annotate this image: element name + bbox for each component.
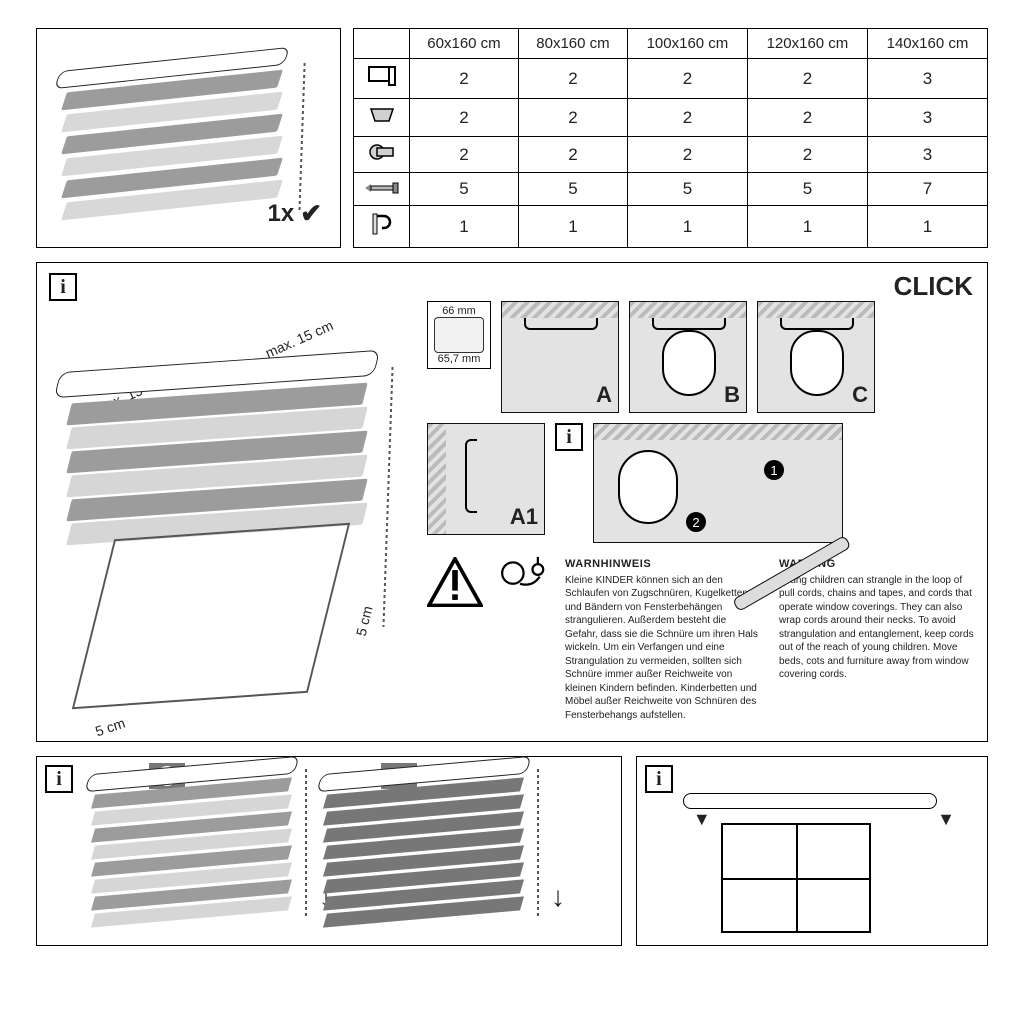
dim-bottom: 5 cm: [93, 715, 127, 740]
arrow-down-icon: ↓: [551, 881, 565, 913]
product-illustration: 1x ✔: [36, 28, 341, 248]
info-icon: i: [49, 273, 77, 301]
child-hazard-icon: [493, 557, 547, 607]
blind-open-mode: ↓: [87, 765, 297, 925]
qty-cell: 2: [410, 137, 519, 173]
qty-cell: 3: [867, 137, 987, 173]
size-col: 60x160 cm: [410, 29, 519, 59]
header-blank: [354, 29, 410, 59]
qty-cell: 5: [410, 173, 519, 206]
qty-cell: 1: [518, 206, 627, 248]
table-row: 22223: [354, 99, 988, 137]
qty-cell: 2: [410, 59, 519, 99]
step-b: B: [629, 301, 747, 413]
step-a1: A1: [427, 423, 545, 535]
size-col: 120x160 cm: [747, 29, 867, 59]
light-modes-box: i ↓ ↓: [36, 756, 622, 946]
qty-cell: 2: [627, 137, 747, 173]
qty-cell: 1: [627, 206, 747, 248]
blind-closed-mode: ↓: [319, 765, 529, 925]
bracket-icon: [354, 59, 410, 99]
qty-cell: 2: [627, 59, 747, 99]
mounting-instructions: i CLICK max. 15 cm max. 15 cm 5 cm: [36, 262, 988, 742]
plug-icon: [354, 137, 410, 173]
qty-cell: 3: [867, 59, 987, 99]
qty-cell: 1: [747, 206, 867, 248]
profile-w: 65,7 mm: [438, 353, 481, 365]
window-open-diagram: ▼ ▼: [645, 765, 979, 937]
table-row: 55557: [354, 173, 988, 206]
screw-icon: [354, 173, 410, 206]
qty-cell: 2: [518, 59, 627, 99]
table-row: 11111: [354, 206, 988, 248]
table-row: 22223: [354, 137, 988, 173]
qty-cell: 1: [410, 206, 519, 248]
mounting-diagram: max. 15 cm max. 15 cm 5 cm 5 cm: [49, 301, 409, 759]
qty-cell: 2: [518, 99, 627, 137]
check-icon: ✔: [300, 198, 322, 229]
blind-icon: [57, 59, 287, 209]
arrow-icon: ▼: [937, 809, 955, 830]
qty-cell: 5: [747, 173, 867, 206]
removal-step: 1 2: [593, 423, 843, 543]
table-row: 22223: [354, 59, 988, 99]
warn-en-body: Young children can strangle in the loop …: [779, 574, 975, 682]
size-col: 100x160 cm: [627, 29, 747, 59]
warning-triangle-icon: [427, 557, 483, 607]
info-icon: i: [555, 423, 583, 451]
table-header-row: 60x160 cm 80x160 cm 100x160 cm 120x160 c…: [354, 29, 988, 59]
cord-hook-icon: [354, 206, 410, 248]
click-title: CLICK: [894, 271, 973, 302]
warning-section: WARNHINWEIS Kleine KINDER können sich an…: [427, 557, 975, 722]
qty-cell: 5: [627, 173, 747, 206]
step-c: C: [757, 301, 875, 413]
clip-icon: [354, 99, 410, 137]
hardware-table: 60x160 cm 80x160 cm 100x160 cm 120x160 c…: [353, 28, 988, 248]
step-num-1: 1: [764, 460, 784, 480]
bottom-row: i ↓ ↓: [36, 756, 988, 946]
window-clearance-box: i ▼ ▼: [636, 756, 988, 946]
warning-en: WARNING Young children can strangle in t…: [779, 557, 975, 722]
warning-de: WARNHINWEIS Kleine KINDER können sich an…: [565, 557, 761, 722]
info-icon: i: [45, 765, 73, 793]
arrow-icon: ▼: [693, 809, 711, 830]
top-row: 1x ✔ 60x160 cm 80x160 cm 100x160 cm 120x…: [36, 28, 988, 248]
profile-h: 66 mm: [442, 305, 476, 317]
size-col: 140x160 cm: [867, 29, 987, 59]
qty-cell: 2: [747, 99, 867, 137]
qty-cell: 2: [747, 137, 867, 173]
qty-cell: 2: [627, 99, 747, 137]
qty-cell: 2: [747, 59, 867, 99]
qty-cell: 7: [867, 173, 987, 206]
step-a: A: [501, 301, 619, 413]
right-column: 66 mm 65,7 mm A B: [427, 301, 975, 759]
step-num-2: 2: [686, 512, 706, 532]
qty-cell: 3: [867, 99, 987, 137]
warn-de-body: Kleine KINDER können sich an den Schlauf…: [565, 574, 761, 723]
qty-cell: 5: [518, 173, 627, 206]
warn-de-title: WARNHINWEIS: [565, 557, 761, 572]
qty-cell: 2: [518, 137, 627, 173]
qty-label: 1x: [268, 200, 295, 228]
instruction-sheet: 1x ✔ 60x160 cm 80x160 cm 100x160 cm 120x…: [36, 28, 988, 946]
product-qty: 1x ✔: [268, 198, 323, 229]
qty-cell: 1: [867, 206, 987, 248]
qty-cell: 2: [410, 99, 519, 137]
profile-dimensions: 66 mm 65,7 mm A B: [427, 301, 975, 413]
size-col: 80x160 cm: [518, 29, 627, 59]
